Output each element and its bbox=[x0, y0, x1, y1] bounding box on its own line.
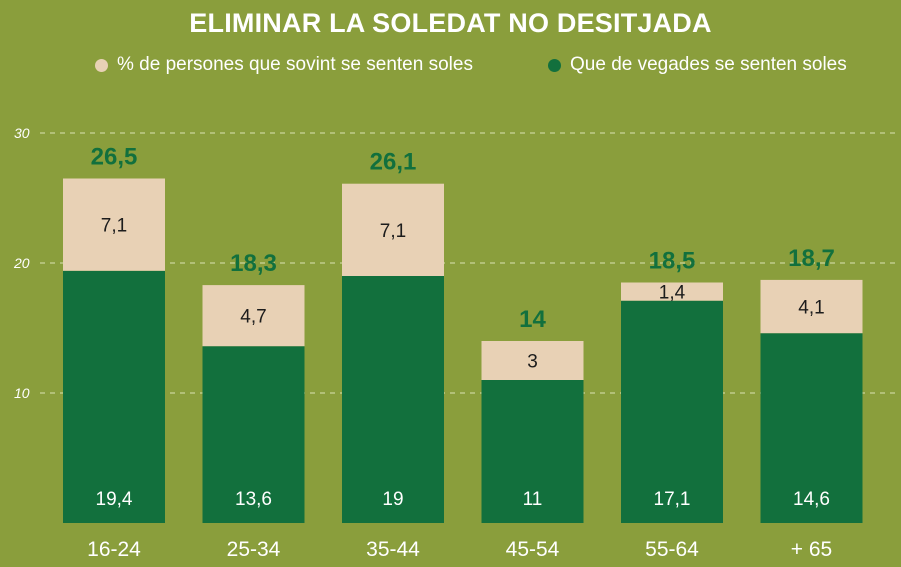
legend-label-frequent: % de persones que sovint se senten soles bbox=[117, 54, 473, 75]
bar-segment-frequent bbox=[342, 183, 444, 276]
bar-segment-sometimes bbox=[342, 276, 444, 523]
data-label-sometimes: 13,6 bbox=[235, 489, 272, 510]
bar-segment-sometimes bbox=[202, 346, 305, 523]
y-tick-label: 10 bbox=[14, 385, 30, 401]
y-tick-label: 30 bbox=[14, 125, 30, 141]
x-tick-label: + 65 bbox=[791, 538, 832, 561]
data-label-frequent: 4,7 bbox=[240, 307, 266, 328]
total-label: 18,3 bbox=[230, 250, 277, 277]
data-label-sometimes: 14,6 bbox=[793, 489, 830, 510]
total-label: 26,5 bbox=[91, 144, 138, 171]
legend-item-sometimes: Que de vegades se senten soles bbox=[548, 54, 847, 76]
legend-swatch-frequent bbox=[95, 58, 108, 72]
bar-segment-frequent bbox=[481, 341, 584, 380]
data-label-frequent: 1,4 bbox=[659, 283, 686, 304]
bar-segment-sometimes bbox=[63, 270, 165, 523]
bar-segment-sometimes bbox=[621, 300, 723, 523]
bar-segment-frequent bbox=[63, 178, 165, 271]
bar-segment-sometimes bbox=[481, 380, 584, 523]
data-label-frequent: 7,1 bbox=[380, 221, 406, 242]
chart-title: ELIMINAR LA SOLEDAT NO DESITJADA bbox=[189, 8, 712, 38]
total-label: 14 bbox=[519, 306, 546, 333]
data-label-frequent: 4,1 bbox=[798, 298, 824, 319]
data-label-sometimes: 19,4 bbox=[96, 489, 133, 510]
bar-segment-frequent bbox=[621, 282, 723, 301]
legend-label-sometimes: Que de vegades se senten soles bbox=[570, 54, 847, 75]
legend-swatch-sometimes bbox=[548, 58, 561, 72]
total-label: 18,7 bbox=[788, 245, 835, 272]
total-label: 26,1 bbox=[370, 149, 417, 176]
x-tick-label: 25-34 bbox=[227, 538, 281, 561]
x-tick-label: 35-44 bbox=[366, 538, 420, 561]
legend-item-frequent: % de persones que sovint se senten soles bbox=[95, 54, 473, 76]
x-tick-label: 45-54 bbox=[506, 538, 560, 561]
data-label-sometimes: 17,1 bbox=[654, 489, 691, 510]
bar-segment-frequent bbox=[760, 279, 863, 334]
bar-segment-sometimes bbox=[760, 333, 863, 523]
total-label: 18,5 bbox=[649, 248, 696, 275]
y-tick-label: 20 bbox=[13, 255, 30, 271]
x-tick-label: 55-64 bbox=[645, 538, 699, 561]
data-label-frequent: 3 bbox=[527, 352, 538, 373]
data-label-sometimes: 11 bbox=[523, 489, 543, 510]
x-tick-label: 16-24 bbox=[87, 538, 141, 561]
data-label-frequent: 7,1 bbox=[101, 216, 127, 237]
bar-segment-frequent bbox=[202, 285, 305, 347]
data-label-sometimes: 19 bbox=[382, 489, 403, 510]
